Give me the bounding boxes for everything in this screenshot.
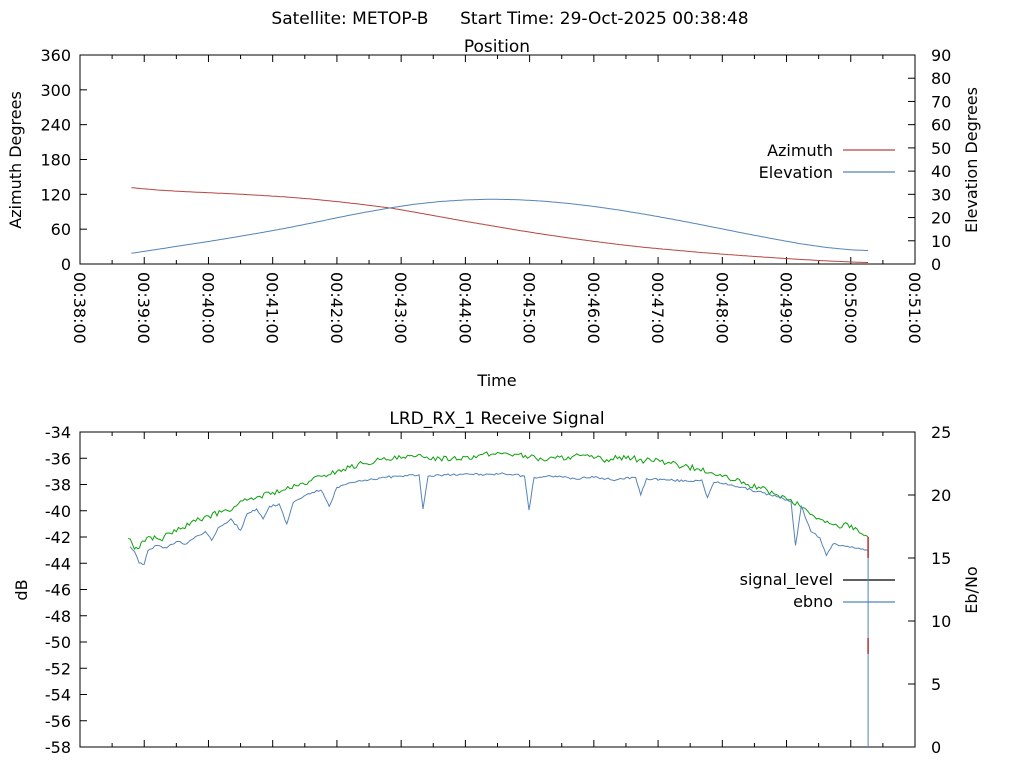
elevation-axis-label: Elevation Degrees — [962, 87, 981, 233]
left-tick-label: -38 — [45, 476, 71, 495]
plot-areas: 00:38:00 00:39:00 00:40:00 00:41:00 00:42:00… — [40, 46, 951, 757]
start-time-label: Start Time: 29-Oct-2025 00:38:48 — [460, 9, 748, 29]
legend-label-elevation: Elevation — [759, 163, 833, 182]
right-tick-label: 20 — [931, 486, 951, 505]
series-Azimuth — [131, 187, 869, 263]
right-tick-label: 60 — [931, 116, 951, 135]
satellite-label: Satellite: METOP-B — [271, 9, 428, 29]
left-tick-label: -58 — [45, 738, 71, 757]
right-tick-label: 10 — [931, 232, 951, 251]
right-tick-label: 0 — [931, 738, 941, 757]
legend-label-signal-level: signal_level — [740, 570, 833, 590]
right-tick-label: 5 — [931, 675, 941, 694]
left-tick-label: 360 — [40, 46, 71, 65]
x-tick-label: 00:49:00 — [777, 272, 796, 344]
x-tick-label: 00:43:00 — [391, 272, 410, 344]
left-tick-label: -40 — [45, 502, 71, 521]
plot-border — [79, 431, 916, 748]
right-tick-label: 20 — [931, 209, 951, 228]
receive-signal-chart-title: LRD_RX_1 Receive Signal — [389, 409, 604, 429]
x-ticks: 00:38:00 00:39:00 00:40:00 00:41:00 00:42:00… — [70, 55, 924, 344]
x-tick-label: 00:50:00 — [841, 272, 860, 344]
x-tick-label: 00:46:00 — [584, 272, 603, 344]
left-tick-label: 120 — [40, 185, 71, 204]
y-ticks-left: 0 60 120 180 240 300 360 — [40, 46, 87, 274]
x-tick-label: 00:51:00 — [905, 272, 924, 344]
chart-area-0: 00:38:00 00:39:00 00:40:00 00:41:00 00:42:00… — [40, 46, 951, 344]
azimuth-axis-label: Azimuth Degrees — [6, 91, 25, 229]
y-ticks-left: -58 -56 -54 -52 -50 -48 -46 -44 -42 -40 -38 -36 -34 — [45, 423, 87, 757]
left-tick-label: -56 — [45, 712, 71, 731]
right-tick-label: 70 — [931, 92, 951, 111]
left-tick-label: -48 — [45, 607, 71, 626]
right-tick-label: 90 — [931, 46, 951, 65]
left-tick-label: 240 — [40, 116, 71, 135]
legend-label-azimuth: Azimuth — [767, 141, 833, 160]
right-tick-label: 10 — [931, 612, 951, 631]
legend-label-ebno: ebno — [793, 592, 833, 611]
x-tick-label: 00:48:00 — [712, 272, 731, 344]
main-title: Satellite: METOP-B Start Time: 29-Oct-202… — [271, 9, 748, 29]
y-ticks-right: 0 5 10 15 20 25 — [908, 423, 951, 757]
x-tick-label: 00:38:00 — [70, 272, 89, 344]
left-tick-label: 300 — [40, 81, 71, 100]
left-tick-label: -44 — [45, 554, 71, 573]
ebno-axis-label: Eb/No — [962, 566, 981, 613]
left-tick-label: -42 — [45, 528, 71, 547]
left-tick-label: -50 — [45, 633, 71, 652]
series-ebno — [129, 472, 869, 747]
x-tick-label: 00:45:00 — [520, 272, 539, 344]
right-tick-label: 40 — [931, 162, 951, 181]
db-axis-label: dB — [12, 579, 31, 600]
x-tick-label: 00:47:00 — [648, 272, 667, 344]
x-tick-label: 00:40:00 — [198, 272, 217, 344]
right-tick-label: 50 — [931, 139, 951, 158]
x-ticks — [79, 432, 916, 747]
chart-area-1: -58 -56 -54 -52 -50 -48 -46 -44 -42 -40 -38 -36 -34 0… — [45, 423, 952, 757]
left-tick-label: -46 — [45, 581, 71, 600]
position-chart-title: Position — [464, 37, 530, 57]
y-ticks-right: 0 10 20 30 40 50 60 70 80 90 — [908, 46, 951, 274]
left-tick-label: -36 — [45, 449, 71, 468]
series-Elevation — [131, 198, 869, 254]
left-tick-label: 0 — [61, 255, 71, 274]
x-tick-label: 00:39:00 — [134, 272, 153, 344]
right-tick-label: 25 — [931, 423, 951, 442]
right-tick-label: 0 — [931, 255, 941, 274]
left-tick-label: -54 — [45, 686, 71, 705]
left-tick-label: 180 — [40, 151, 71, 170]
left-tick-label: -34 — [45, 423, 71, 442]
time-axis-label: Time — [476, 371, 516, 390]
right-tick-label: 15 — [931, 549, 951, 568]
left-tick-label: -52 — [45, 659, 71, 678]
left-tick-label: 60 — [51, 220, 71, 239]
x-tick-label: 00:42:00 — [327, 272, 346, 344]
x-tick-label: 00:41:00 — [263, 272, 282, 344]
right-tick-label: 30 — [931, 185, 951, 204]
right-tick-label: 80 — [931, 69, 951, 88]
x-tick-label: 00:44:00 — [455, 272, 474, 344]
series-signal_level — [128, 451, 869, 550]
